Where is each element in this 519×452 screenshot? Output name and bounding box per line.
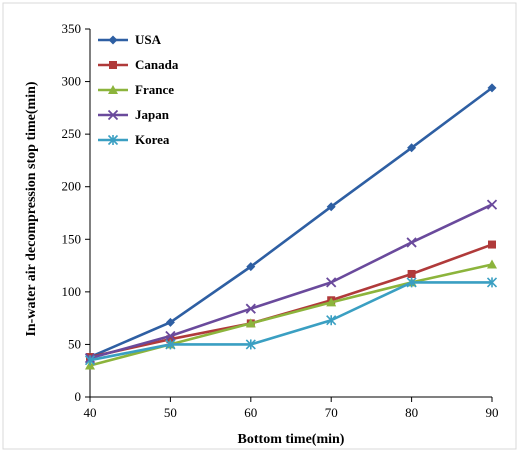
marker-stroke (165, 330, 176, 342)
series-line-korea (89, 281, 492, 362)
data-point-korea (326, 315, 337, 326)
legend-item-korea: Korea (98, 132, 170, 147)
series-line-france (89, 263, 493, 367)
series-japan (84, 199, 498, 364)
legend-label: Canada (135, 57, 179, 72)
data-point-japan (326, 277, 337, 288)
legend-item-france: France (98, 82, 174, 97)
series-korea (84, 277, 498, 366)
data-point-japan (406, 237, 417, 248)
axes: 0 50 100 150 200 250 300 350 40 50 60 70 80 90 (62, 21, 499, 420)
legend-item-usa: USA (98, 32, 162, 47)
legend-item-canada: Canada (98, 57, 179, 72)
data-point-japan (165, 330, 176, 342)
y-tick-label: 200 (62, 179, 82, 194)
series-line-usa (89, 86, 493, 359)
marker-stroke (326, 277, 337, 288)
x-tick-label: 50 (164, 405, 177, 420)
series-line-japan (89, 203, 493, 360)
x-tick-label: 90 (486, 405, 499, 420)
y-tick-label: 150 (62, 231, 82, 246)
data-point-france (245, 318, 256, 328)
x-tick-label: 60 (244, 405, 257, 420)
legend-label: Korea (135, 132, 170, 147)
legend-label: France (135, 82, 174, 97)
legend-marker (107, 134, 119, 146)
y-tick-label: 0 (75, 389, 82, 404)
y-axis-title: In-water air decompression stop time(min… (24, 81, 39, 336)
legend-marker (109, 61, 117, 69)
x-tick-label: 70 (325, 405, 338, 420)
data-point-japan (486, 199, 498, 210)
marker-stroke (486, 199, 498, 210)
legend-item-japan: Japan (98, 107, 170, 122)
series-layer (84, 83, 498, 370)
legend-label: Japan (135, 107, 170, 122)
y-tick-label: 300 (62, 74, 82, 89)
series-usa (85, 83, 497, 362)
data-point-france (326, 297, 337, 307)
data-point-korea (245, 339, 256, 350)
data-point-usa (165, 317, 175, 327)
data-point-usa (246, 262, 256, 272)
legend-label: USA (135, 32, 162, 47)
x-axis-title: Bottom time(min) (238, 432, 345, 447)
data-point-usa (407, 143, 417, 153)
data-point-usa (487, 83, 497, 93)
data-point-japan (245, 303, 256, 314)
y-tick-label: 100 (62, 284, 82, 299)
data-point-canada (488, 240, 496, 249)
legend-marker (108, 35, 118, 45)
data-point-korea (84, 355, 96, 366)
data-point-france (487, 259, 497, 269)
data-point-canada (407, 269, 416, 278)
marker-stroke (406, 237, 417, 248)
data-point-usa (326, 202, 336, 212)
legend: USA Canada France Japan Korea (98, 32, 179, 147)
marker-stroke (107, 109, 119, 121)
data-point-canada (166, 335, 175, 344)
y-tick-label: 50 (68, 336, 81, 351)
series-france (85, 259, 497, 370)
x-tick-label: 80 (405, 405, 418, 420)
legend-marker (107, 109, 119, 121)
legend-marker (108, 85, 118, 94)
data-point-korea (406, 277, 417, 288)
y-tick-label: 250 (62, 126, 82, 141)
data-point-korea (165, 339, 176, 350)
marker-stroke (245, 303, 256, 314)
data-point-korea (486, 277, 498, 288)
y-tick-label: 350 (62, 21, 82, 36)
series-line-canada (89, 243, 493, 359)
x-tick-label: 40 (84, 405, 97, 420)
